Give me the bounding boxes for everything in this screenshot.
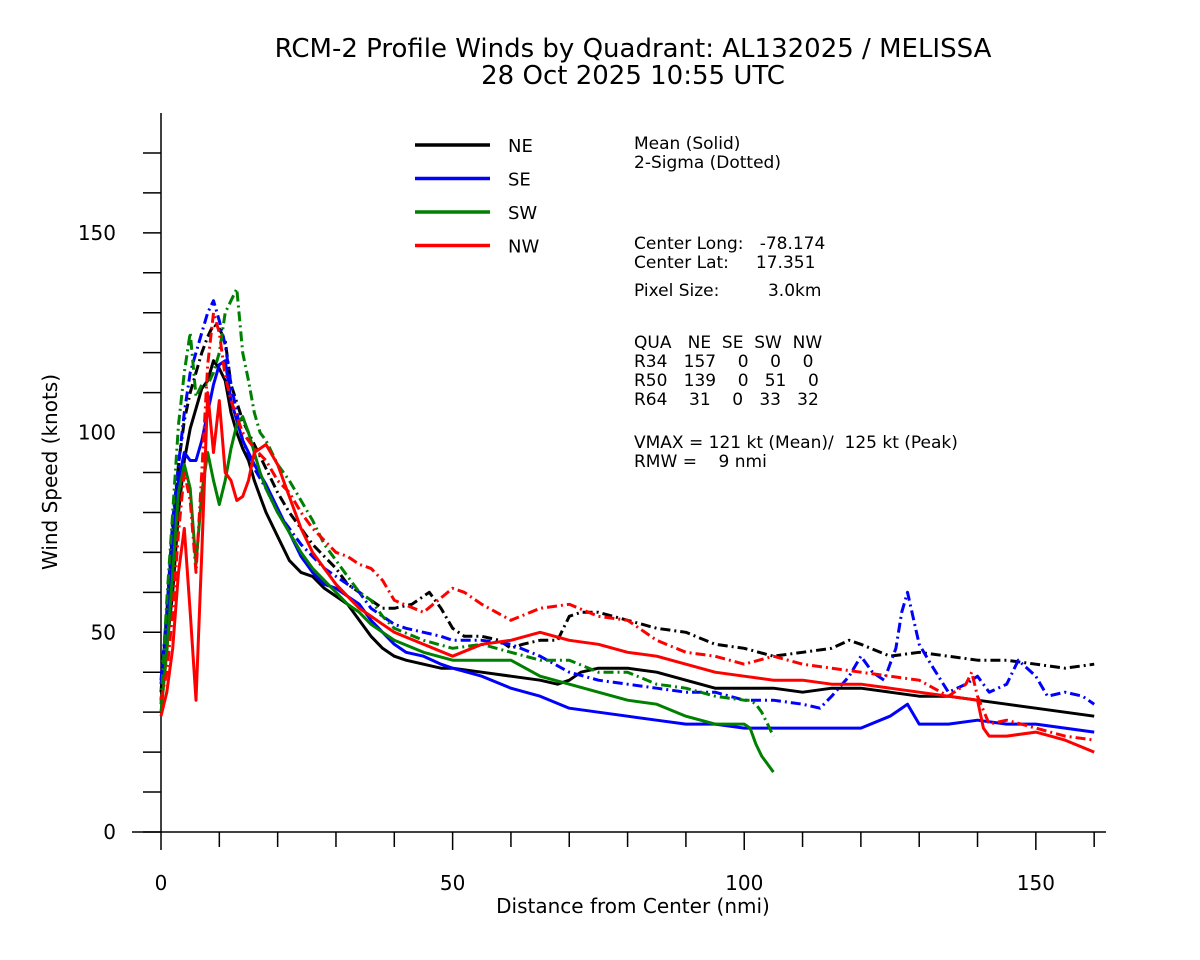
legend-label-nw: NW — [508, 237, 539, 258]
x-tick-label: 50 — [440, 871, 465, 895]
y-tick-label: 100 — [78, 421, 116, 445]
y-tick-label: 0 — [103, 820, 116, 844]
y-tick-label: 50 — [91, 620, 116, 644]
plot-axes: 0 50 100 150 0 50 100 150 — [78, 113, 1106, 895]
vmax-text: VMAX = 121 kt (Mean)/ 125 kt (Peak) — [634, 433, 958, 453]
se-sigma-line — [159, 299, 1096, 710]
sigma-label: 2-Sigma (Dotted) — [634, 153, 781, 173]
nw-sigma-line — [159, 311, 1095, 742]
radii-header: QUA NE SE SW NW — [634, 333, 822, 353]
radii-r64: R64 31 0 33 32 — [634, 390, 819, 410]
x-tick-label: 100 — [725, 871, 763, 895]
series-lines — [159, 287, 1096, 773]
ne-sigma-line — [159, 323, 1095, 693]
chart-subtitle: 28 Oct 2025 10:55 UTC — [481, 61, 785, 91]
nw-mean-line — [159, 391, 1095, 754]
radii-r50: R50 139 0 51 0 — [634, 371, 819, 391]
rmw-text: RMW = 9 nmi — [634, 452, 767, 472]
legend-label-sw: SW — [508, 203, 537, 224]
chart-title: RCM-2 Profile Winds by Quadrant: AL13202… — [275, 34, 992, 64]
x-tick-label: 0 — [155, 871, 168, 895]
se-mean-line — [159, 359, 1095, 734]
info-panel: Mean (Solid) 2-Sigma (Dotted) Center Lon… — [634, 134, 958, 472]
center-lat: Center Lat: 17.351 — [634, 253, 815, 273]
sw-sigma-line — [159, 287, 775, 737]
center-long: Center Long: -78.174 — [634, 234, 825, 254]
pixel-size: Pixel Size: 3.0km — [634, 281, 821, 301]
x-axis-label: Distance from Center (nmi) — [496, 894, 770, 918]
legend-label-se: SE — [508, 170, 531, 191]
radii-r34: R34 157 0 0 0 — [634, 352, 813, 372]
ne-mean-line — [159, 359, 1095, 718]
x-tick-label: 150 — [1017, 871, 1055, 895]
y-axis-label: Wind Speed (knots) — [38, 374, 62, 570]
mean-label: Mean (Solid) — [634, 134, 740, 154]
legend-label-ne: NE — [508, 136, 533, 157]
legend: NE SE SW NW — [415, 136, 539, 258]
y-tick-label: 150 — [78, 221, 116, 245]
